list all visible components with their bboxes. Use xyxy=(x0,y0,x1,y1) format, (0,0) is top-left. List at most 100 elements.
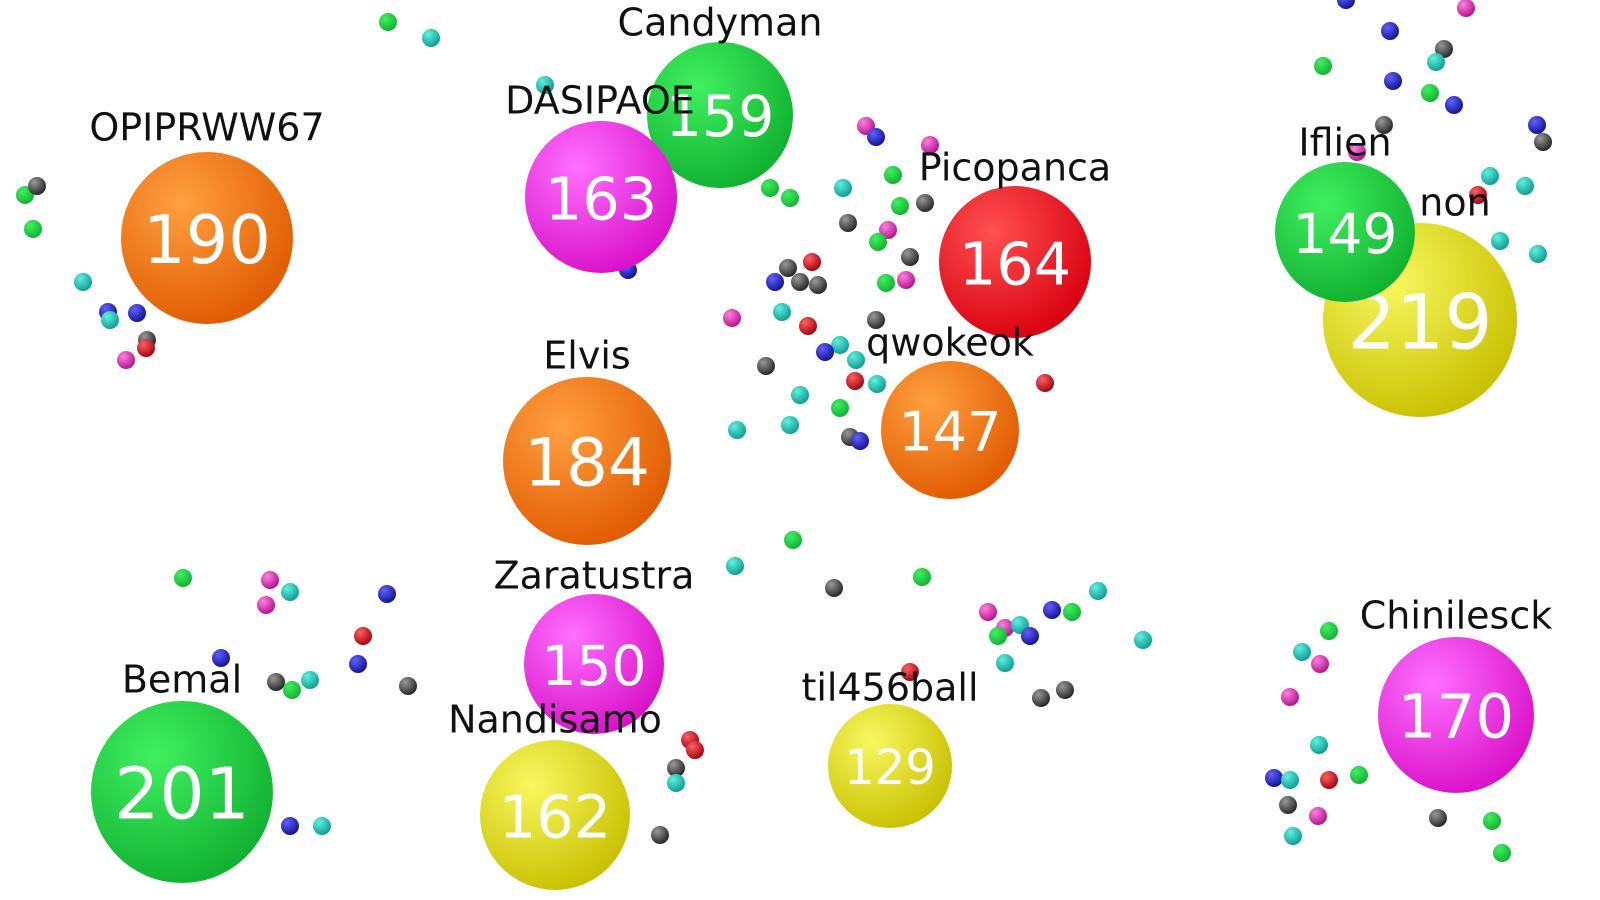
food-pellet xyxy=(1337,0,1355,9)
food-pellet xyxy=(281,817,299,835)
cell-body xyxy=(480,740,630,890)
food-pellet xyxy=(916,194,934,212)
food-pellet xyxy=(212,649,230,667)
food-pellet xyxy=(267,673,285,691)
food-pellet xyxy=(399,677,417,695)
food-pellet xyxy=(781,416,799,434)
food-pellet xyxy=(667,759,685,777)
food-pellet xyxy=(283,681,301,699)
food-pellet xyxy=(921,136,939,154)
food-pellet xyxy=(996,654,1014,672)
food-pellet xyxy=(877,274,895,292)
cell-score: 170 xyxy=(1398,682,1514,753)
food-pellet xyxy=(869,233,887,251)
food-pellet xyxy=(301,671,319,689)
food-pellet xyxy=(1281,771,1299,789)
cell-body xyxy=(1275,162,1415,302)
food-pellet xyxy=(989,627,1007,645)
food-pellet xyxy=(1310,736,1328,754)
food-pellet xyxy=(281,583,299,601)
player-name: non xyxy=(1419,181,1490,225)
food-pellet xyxy=(1320,622,1338,640)
food-pellet xyxy=(1457,0,1475,17)
cell-score: 201 xyxy=(114,753,250,836)
cell-score: 163 xyxy=(545,165,658,234)
food-pellet xyxy=(1534,133,1552,151)
food-pellet xyxy=(1381,22,1399,40)
cell-score: 162 xyxy=(499,783,612,852)
food-pellet xyxy=(422,29,440,47)
food-pellet xyxy=(1493,844,1511,862)
player-cell: 170 Chinilesck xyxy=(1360,594,1552,793)
cell-body xyxy=(939,186,1091,338)
food-pellet xyxy=(1036,374,1054,392)
food-pellet xyxy=(313,817,331,835)
player-name: qwokeok xyxy=(866,321,1034,365)
player-name: Elvis xyxy=(543,334,630,378)
player-cell: 159 Candyman xyxy=(618,1,823,188)
cell-score: 149 xyxy=(1293,202,1398,266)
food-pellet xyxy=(1309,807,1327,825)
cell-score: 150 xyxy=(542,634,647,698)
food-pellet xyxy=(846,372,864,390)
cell-body xyxy=(828,704,952,828)
player-cell: 201 Bemal xyxy=(91,658,273,883)
food-pellet xyxy=(757,357,775,375)
food-pellet xyxy=(773,303,791,321)
food-pellet xyxy=(766,273,784,291)
player-name: Nandisamo xyxy=(448,698,662,742)
food-pellet xyxy=(1469,186,1487,204)
food-pellet xyxy=(781,189,799,207)
food-pellet xyxy=(1293,643,1311,661)
food-pellet xyxy=(1481,167,1499,185)
food-pellet xyxy=(1427,53,1445,71)
food-pellet xyxy=(1021,627,1039,645)
food-pellet xyxy=(101,311,119,329)
food-pellet xyxy=(28,177,46,195)
food-pellet xyxy=(1429,809,1447,827)
player-cell: 129 til456ball xyxy=(801,666,979,828)
food-pellet xyxy=(723,309,741,327)
food-pellet xyxy=(536,76,554,94)
food-pellet xyxy=(913,568,931,586)
food-pellet xyxy=(1320,771,1338,789)
player-cell: 190 OPIPRWW67 xyxy=(89,106,325,324)
cell-body xyxy=(647,42,793,188)
player-cell: 149 Iflien xyxy=(1275,121,1415,302)
food-pellet xyxy=(868,375,886,393)
player-name: Candyman xyxy=(618,1,823,45)
food-pellet xyxy=(825,579,843,597)
food-pellet xyxy=(839,214,857,232)
food-pellet xyxy=(137,339,155,357)
cell-body xyxy=(121,152,293,324)
player-cell: 163 DASIPAOE xyxy=(505,79,695,273)
cell-body xyxy=(91,701,273,883)
food-pellet xyxy=(816,343,834,361)
food-pellet xyxy=(1348,143,1366,161)
food-pellet xyxy=(24,220,42,238)
food-pellet xyxy=(799,317,817,335)
food-pellet xyxy=(1063,603,1081,621)
cell-body xyxy=(881,361,1019,499)
food-pellet xyxy=(261,571,279,589)
food-pellet xyxy=(1134,631,1152,649)
cell-body xyxy=(503,377,671,545)
food-pellet xyxy=(1032,689,1050,707)
player-name: DASIPAOE xyxy=(505,79,695,123)
food-pellet xyxy=(891,197,909,215)
food-pellet xyxy=(354,627,372,645)
food-pellet xyxy=(378,585,396,603)
food-pellet xyxy=(831,336,849,354)
food-pellet xyxy=(1350,766,1368,784)
food-pellet xyxy=(1421,84,1439,102)
food-pellet xyxy=(1056,681,1074,699)
food-pellet xyxy=(1281,688,1299,706)
food-pellet xyxy=(667,774,685,792)
player-cell: 164 Picopanca xyxy=(919,146,1111,338)
food-pellet xyxy=(803,253,821,271)
food-pellet xyxy=(1311,655,1329,673)
food-pellet xyxy=(897,271,915,289)
food-pellet xyxy=(1089,582,1107,600)
food-pellet xyxy=(791,273,809,291)
